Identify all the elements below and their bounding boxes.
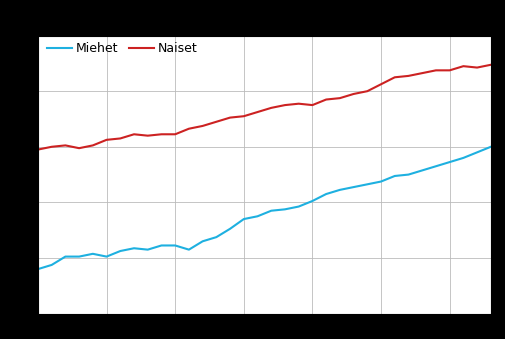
Legend: Miehet, Naiset: Miehet, Naiset: [42, 37, 202, 60]
Naiset: [432, 68, 438, 73]
Naiset: [62, 143, 68, 147]
Miehet: [391, 174, 397, 178]
Naiset: [281, 103, 287, 107]
Miehet: [227, 227, 233, 231]
Miehet: [323, 192, 329, 196]
Miehet: [432, 164, 438, 168]
Naiset: [295, 102, 301, 106]
Miehet: [364, 182, 370, 186]
Naiset: [446, 68, 452, 73]
Miehet: [460, 156, 466, 160]
Miehet: [76, 255, 82, 259]
Naiset: [144, 134, 150, 138]
Naiset: [185, 127, 191, 131]
Miehet: [185, 247, 191, 252]
Miehet: [254, 214, 260, 218]
Miehet: [144, 247, 150, 252]
Miehet: [199, 239, 205, 243]
Miehet: [213, 235, 219, 239]
Naiset: [227, 116, 233, 120]
Naiset: [350, 92, 356, 96]
Miehet: [89, 252, 95, 256]
Miehet: [350, 185, 356, 189]
Naiset: [89, 143, 95, 147]
Miehet: [268, 209, 274, 213]
Naiset: [104, 138, 110, 142]
Miehet: [281, 207, 287, 212]
Naiset: [131, 132, 137, 136]
Miehet: [62, 255, 68, 259]
Miehet: [309, 199, 315, 203]
Naiset: [76, 146, 82, 150]
Miehet: [487, 145, 493, 149]
Naiset: [199, 124, 205, 128]
Miehet: [35, 267, 41, 271]
Naiset: [323, 98, 329, 102]
Line: Naiset: Naiset: [38, 65, 490, 149]
Miehet: [473, 150, 479, 154]
Miehet: [295, 204, 301, 208]
Line: Miehet: Miehet: [38, 147, 490, 269]
Naiset: [158, 132, 164, 136]
Naiset: [418, 71, 424, 75]
Miehet: [405, 173, 411, 177]
Naiset: [117, 136, 123, 140]
Naiset: [377, 82, 383, 86]
Miehet: [446, 160, 452, 164]
Naiset: [391, 75, 397, 79]
Miehet: [172, 243, 178, 247]
Miehet: [336, 188, 342, 192]
Naiset: [487, 63, 493, 67]
Naiset: [405, 74, 411, 78]
Miehet: [48, 263, 55, 267]
Miehet: [131, 246, 137, 250]
Miehet: [377, 180, 383, 184]
Naiset: [172, 132, 178, 136]
Naiset: [48, 145, 55, 149]
Naiset: [460, 64, 466, 68]
Naiset: [473, 65, 479, 69]
Naiset: [35, 147, 41, 152]
Naiset: [213, 120, 219, 124]
Miehet: [158, 243, 164, 247]
Miehet: [117, 249, 123, 253]
Naiset: [254, 110, 260, 114]
Naiset: [268, 106, 274, 110]
Naiset: [309, 103, 315, 107]
Miehet: [104, 255, 110, 259]
Miehet: [240, 217, 246, 221]
Miehet: [418, 168, 424, 173]
Naiset: [240, 114, 246, 118]
Naiset: [364, 89, 370, 93]
Naiset: [336, 96, 342, 100]
